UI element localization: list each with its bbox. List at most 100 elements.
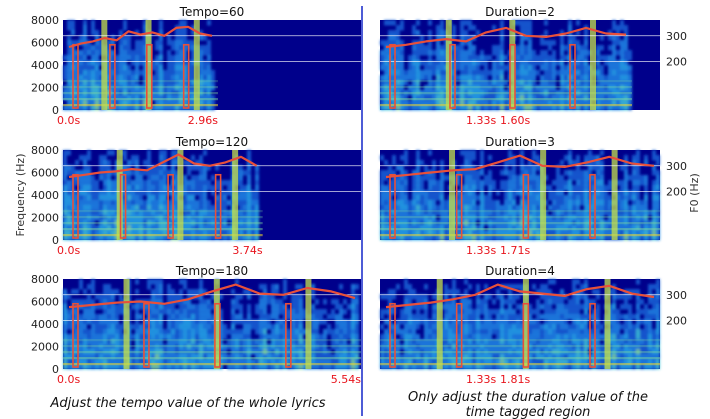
harmonic-band — [63, 216, 263, 219]
harmonic-band — [380, 98, 632, 101]
harmonic-band — [63, 86, 218, 89]
f0-segment-box — [72, 302, 79, 368]
burst-segment — [449, 150, 456, 240]
harmonic-band — [63, 80, 218, 83]
f0-segment-box — [522, 173, 530, 239]
harmonic-band — [380, 210, 660, 213]
y-tick-label: 2000 — [31, 341, 59, 354]
burst-segment — [509, 20, 516, 110]
caption-left: Adjust the tempo value of the whole lyri… — [49, 396, 325, 411]
f0-segment-box — [72, 173, 79, 239]
time-marker: 3.74s — [232, 244, 262, 257]
harmonic-band — [63, 363, 361, 366]
y-tick-label: 8000 — [31, 14, 59, 27]
right-y-tick-label: 200 — [666, 56, 687, 69]
harmonic-band — [63, 339, 361, 342]
f0-curve — [68, 25, 213, 49]
y-tick-label: 0 — [52, 104, 59, 117]
f0-segment-box — [285, 302, 292, 368]
time-marker: 2.96s — [188, 114, 218, 127]
y-tick-label: 6000 — [31, 167, 59, 180]
f0-curve — [68, 283, 356, 309]
burst-segment — [305, 279, 312, 369]
burst-segment — [145, 20, 152, 110]
harmonic-band — [380, 92, 632, 95]
harmonic-band — [63, 92, 218, 95]
right-y-tick-label: 200 — [666, 315, 687, 328]
time-marker: 1.33s — [466, 244, 496, 257]
harmonic-band — [380, 363, 660, 366]
spectrogram-panel: Tempo=180 0 2000 4000 6000 8000 0.0s 5.54s — [31, 264, 361, 386]
f0-segment-box — [143, 302, 150, 368]
burst-segment — [604, 279, 611, 369]
harmonic-band — [380, 86, 632, 89]
f0-curve — [68, 153, 258, 179]
f0-segment-box — [119, 173, 127, 239]
y-tick-label: 4000 — [31, 318, 59, 331]
time-marker: 5.54s — [331, 373, 361, 386]
f0-segment-box — [569, 43, 576, 109]
spectrogram-panel: Tempo=60 0 2000 4000 6000 8000 0.0s 2.96s — [31, 5, 361, 127]
right-y-tick-label: 300 — [666, 289, 687, 302]
f0-segment-box — [589, 173, 596, 239]
burst-segment — [589, 20, 596, 110]
burst-segment — [101, 20, 108, 110]
burst-segment — [232, 150, 239, 240]
harmonic-band — [63, 228, 263, 231]
f0-segment-box — [522, 302, 530, 368]
y-tick-label: 6000 — [31, 296, 59, 309]
f0-segment-box — [589, 302, 596, 368]
spectrogram-panel: Tempo=120 0 2000 4000 6000 8000 0.0s 3.74s — [31, 135, 361, 257]
harmonic-band — [380, 228, 660, 231]
f0-segment-box — [389, 302, 396, 368]
f0-segment-box — [182, 43, 190, 109]
panel-title: Duration=2 — [485, 5, 555, 19]
time-marker: 1.60s — [500, 114, 530, 127]
f0-segment-box — [509, 43, 516, 109]
burst-segment — [193, 20, 200, 110]
harmonic-band — [380, 234, 660, 237]
f0-curve — [385, 283, 655, 309]
f0-segment-box — [167, 173, 174, 239]
panels: Tempo=60 0 2000 4000 6000 8000 0.0s 2.96s Tempo=… — [31, 5, 687, 386]
harmonic-band — [63, 357, 361, 360]
harmonic-band — [63, 104, 218, 107]
f0-segment-box — [214, 173, 222, 239]
f0-segment-box — [455, 173, 463, 239]
time-marker: 1.81s — [500, 373, 530, 386]
f0-segment-box — [109, 43, 116, 109]
time-marker: 0.0s — [57, 244, 80, 257]
f0-segment-box — [389, 173, 396, 239]
right-y-tick-label: 300 — [666, 160, 687, 173]
harmonic-band — [63, 234, 263, 237]
harmonic-band — [63, 210, 263, 213]
harmonic-band — [380, 216, 660, 219]
burst-segment — [445, 20, 452, 110]
harmonic-band — [380, 339, 660, 342]
f0-segment-box — [389, 43, 396, 109]
spectral-energy — [63, 150, 259, 241]
y-tick-label: 6000 — [31, 37, 59, 50]
f0-segment-box — [72, 43, 79, 109]
burst-segment — [116, 150, 123, 240]
panel-title: Tempo=180 — [175, 264, 248, 278]
harmonic-band — [380, 80, 632, 83]
y-axis-left-label: Frequency (Hz) — [14, 154, 27, 237]
caption-right-line1: Only adjust the duration value of the — [408, 390, 648, 405]
burst-segment — [611, 150, 618, 240]
time-marker: 0.0s — [57, 373, 80, 386]
time-marker: 1.33s — [466, 373, 496, 386]
panel-title: Tempo=60 — [179, 5, 245, 19]
spectral-energy — [380, 279, 660, 370]
burst-segment — [123, 279, 130, 369]
y-tick-label: 8000 — [31, 144, 59, 157]
time-marker: 1.71s — [500, 244, 530, 257]
f0-curve — [385, 154, 655, 179]
time-marker: 0.0s — [57, 114, 80, 127]
burst-segment — [177, 150, 184, 240]
spectrogram-panel: Duration=2 300 200 1.33s 1.60s — [380, 5, 687, 127]
right-y-tick-label: 300 — [666, 30, 687, 43]
spectrogram-panel: Duration=4 300 200 1.33s 1.81s — [380, 264, 687, 386]
f0-segment-box — [449, 43, 456, 109]
